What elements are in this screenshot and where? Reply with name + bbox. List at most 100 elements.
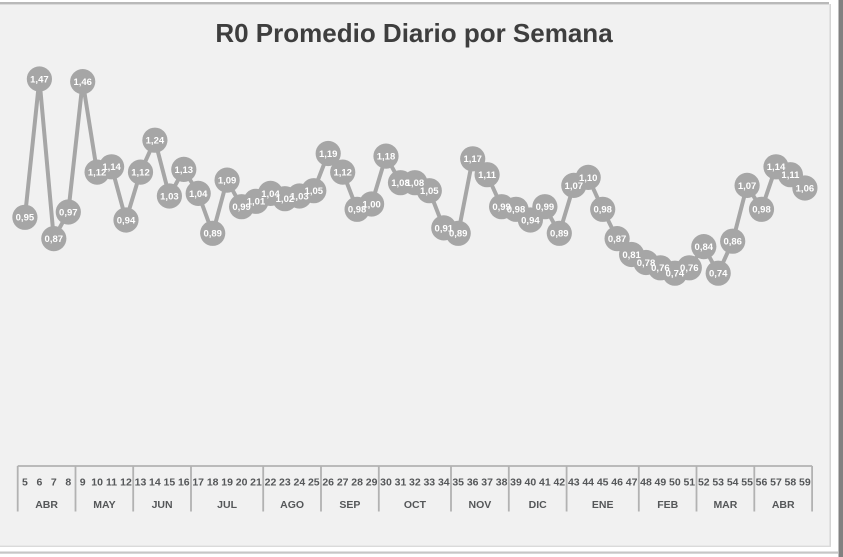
svg-text:1,02: 1,02 xyxy=(276,194,295,205)
svg-text:36: 36 xyxy=(467,476,479,488)
svg-text:ABR: ABR xyxy=(772,499,795,511)
svg-text:1,03: 1,03 xyxy=(160,191,179,202)
svg-text:1,08: 1,08 xyxy=(391,178,410,189)
svg-text:1,12: 1,12 xyxy=(88,168,107,179)
svg-text:44: 44 xyxy=(582,476,594,488)
svg-text:1,10: 1,10 xyxy=(579,173,598,184)
svg-text:7: 7 xyxy=(51,476,57,488)
svg-text:38: 38 xyxy=(496,476,508,488)
svg-text:6: 6 xyxy=(36,476,42,488)
svg-text:0,97: 0,97 xyxy=(59,207,78,218)
svg-text:52: 52 xyxy=(698,476,710,488)
svg-text:1,04: 1,04 xyxy=(189,189,208,200)
svg-text:19: 19 xyxy=(221,476,233,488)
svg-text:11: 11 xyxy=(106,476,117,488)
svg-text:8: 8 xyxy=(65,476,71,488)
svg-text:0,98: 0,98 xyxy=(348,205,367,216)
svg-text:12: 12 xyxy=(120,476,132,488)
svg-text:53: 53 xyxy=(712,476,724,488)
svg-text:1,19: 1,19 xyxy=(319,149,338,160)
svg-text:48: 48 xyxy=(640,476,652,488)
svg-text:OCT: OCT xyxy=(404,499,427,511)
svg-text:1,06: 1,06 xyxy=(796,183,815,194)
svg-text:FEB: FEB xyxy=(657,499,678,511)
svg-text:50: 50 xyxy=(669,476,681,488)
svg-text:49: 49 xyxy=(655,476,667,488)
svg-text:41: 41 xyxy=(539,476,551,488)
svg-text:0,87: 0,87 xyxy=(608,234,627,245)
svg-text:1,11: 1,11 xyxy=(781,170,800,181)
svg-text:14: 14 xyxy=(149,476,161,488)
svg-text:JUL: JUL xyxy=(217,499,237,511)
svg-text:46: 46 xyxy=(611,476,623,488)
svg-text:10: 10 xyxy=(91,476,103,488)
svg-text:34: 34 xyxy=(438,476,450,488)
svg-text:31: 31 xyxy=(395,476,407,488)
svg-text:37: 37 xyxy=(481,476,493,488)
svg-text:1,17: 1,17 xyxy=(463,154,482,165)
svg-text:1,14: 1,14 xyxy=(767,162,786,173)
svg-text:40: 40 xyxy=(525,476,537,488)
svg-text:45: 45 xyxy=(597,476,609,488)
svg-text:27: 27 xyxy=(337,476,349,488)
svg-text:1,11: 1,11 xyxy=(478,170,497,181)
svg-text:56: 56 xyxy=(756,476,768,488)
svg-text:MAY: MAY xyxy=(93,499,115,511)
svg-text:35: 35 xyxy=(452,476,464,488)
svg-text:JUN: JUN xyxy=(152,499,173,511)
svg-text:0,91: 0,91 xyxy=(435,223,454,234)
svg-text:15: 15 xyxy=(164,476,176,488)
svg-text:1,05: 1,05 xyxy=(420,186,439,197)
svg-text:1,07: 1,07 xyxy=(565,181,584,192)
svg-text:32: 32 xyxy=(409,476,421,488)
svg-text:DIC: DIC xyxy=(529,499,548,511)
svg-text:1,12: 1,12 xyxy=(333,168,352,179)
svg-text:0,89: 0,89 xyxy=(550,229,569,240)
svg-text:54: 54 xyxy=(727,476,739,488)
svg-text:1,09: 1,09 xyxy=(218,176,237,187)
svg-text:24: 24 xyxy=(294,476,306,488)
svg-text:0,89: 0,89 xyxy=(449,229,468,240)
svg-text:0,74: 0,74 xyxy=(666,269,685,280)
svg-text:0,74: 0,74 xyxy=(709,269,728,280)
svg-text:AGO: AGO xyxy=(280,499,304,511)
svg-text:0,98: 0,98 xyxy=(752,205,771,216)
svg-text:23: 23 xyxy=(279,476,291,488)
svg-text:1,18: 1,18 xyxy=(377,152,396,163)
svg-text:0,98: 0,98 xyxy=(593,205,612,216)
svg-text:1,00: 1,00 xyxy=(362,199,381,210)
svg-text:1,12: 1,12 xyxy=(131,168,150,179)
svg-text:0,87: 0,87 xyxy=(45,234,64,245)
svg-text:1,07: 1,07 xyxy=(738,181,757,192)
svg-text:0,86: 0,86 xyxy=(723,237,742,248)
svg-text:0,76: 0,76 xyxy=(651,263,670,274)
svg-text:0,99: 0,99 xyxy=(536,202,555,213)
svg-text:0,78: 0,78 xyxy=(637,258,656,269)
svg-text:20: 20 xyxy=(236,476,248,488)
svg-text:1,03: 1,03 xyxy=(290,191,309,202)
svg-text:28: 28 xyxy=(351,476,363,488)
svg-text:13: 13 xyxy=(135,476,147,488)
svg-text:1,05: 1,05 xyxy=(305,186,324,197)
svg-text:1,13: 1,13 xyxy=(175,165,194,176)
svg-text:42: 42 xyxy=(553,476,565,488)
svg-text:26: 26 xyxy=(322,476,334,488)
svg-text:55: 55 xyxy=(741,476,753,488)
svg-text:SEP: SEP xyxy=(339,499,360,511)
svg-text:0,94: 0,94 xyxy=(117,215,136,226)
svg-text:39: 39 xyxy=(510,476,522,488)
svg-text:R0 Promedio Diario por Semana: R0 Promedio Diario por Semana xyxy=(215,18,613,48)
svg-text:1,04: 1,04 xyxy=(261,189,280,200)
svg-text:NOV: NOV xyxy=(469,499,492,511)
svg-text:33: 33 xyxy=(423,476,435,488)
svg-text:18: 18 xyxy=(207,476,219,488)
svg-text:1,46: 1,46 xyxy=(73,77,92,88)
svg-text:ENE: ENE xyxy=(592,499,614,511)
svg-text:57: 57 xyxy=(770,476,782,488)
svg-text:30: 30 xyxy=(380,476,392,488)
svg-text:ABR: ABR xyxy=(35,499,58,511)
svg-text:0,99: 0,99 xyxy=(232,202,251,213)
svg-text:17: 17 xyxy=(192,476,204,488)
svg-text:1,47: 1,47 xyxy=(30,74,49,85)
svg-text:16: 16 xyxy=(178,476,190,488)
